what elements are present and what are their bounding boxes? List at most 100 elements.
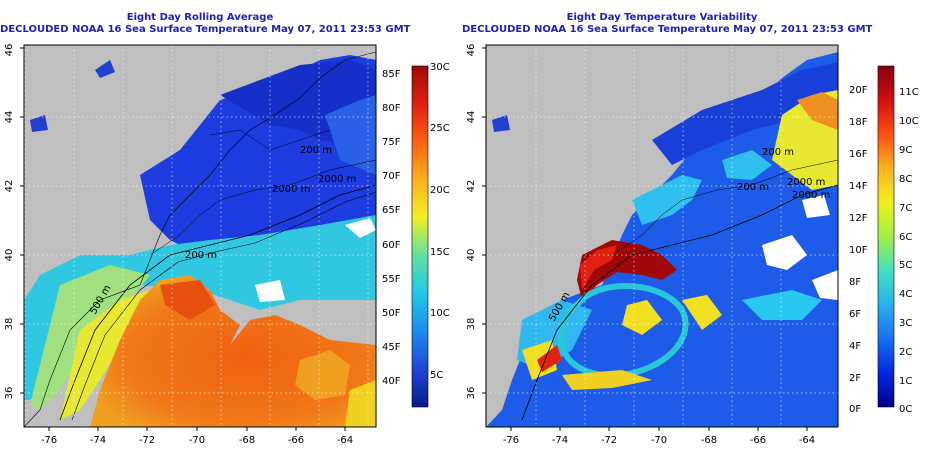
colorbar-c-label: 8C	[899, 174, 912, 185]
y-tick-label: 36	[4, 387, 15, 400]
left-colorbar-celsius: 30C 25C 20C 15C 10C 5C	[430, 62, 450, 381]
colorbar-f-label: 18F	[849, 117, 868, 128]
contour-label: 200 m	[762, 147, 794, 158]
no-data-patch	[812, 270, 838, 300]
colorbar-f-label: 85F	[382, 69, 401, 80]
left-y-axis: 36 38 40 42 44 46	[4, 44, 24, 400]
colorbar-f-label: 70F	[382, 171, 401, 182]
x-tick-label: -74	[90, 435, 106, 446]
depth-contour	[521, 184, 838, 421]
x-tick-label: -68	[701, 435, 717, 446]
yellow-streak	[562, 370, 652, 390]
contour-label: 200 m	[185, 250, 217, 261]
y-tick-label: 36	[466, 387, 477, 400]
colorbar-c-label: 5C	[430, 370, 443, 381]
left-sst-map: 2000 m 200 m 500 m 2000 m 200 m 36 38 40…	[4, 44, 429, 446]
x-tick-label: -66	[288, 435, 304, 446]
colorbar-f-label: 40F	[382, 376, 401, 387]
left-title-line1: Eight Day Rolling Average	[126, 12, 274, 23]
x-tick-label: -70	[189, 435, 205, 446]
lake-patch	[95, 60, 115, 78]
eddy-ring	[558, 283, 689, 379]
right-title: Eight Day Temperature Variability DECLOU…	[462, 12, 873, 36]
scotian-shelf-water	[325, 95, 376, 175]
colorbar-f-label: 60F	[382, 240, 401, 251]
colorbar-f-label: 14F	[849, 181, 868, 192]
colorbar-c-label: 6C	[899, 232, 912, 243]
contour-label: 2000 m	[787, 177, 825, 188]
colorbar-f-label: 6F	[849, 309, 861, 320]
x-tick-label: -72	[601, 435, 617, 446]
left-map-body: 2000 m 200 m 500 m 2000 m 200 m	[24, 45, 376, 427]
x-tick-label: -64	[799, 435, 815, 446]
right-colorbar-c-labels: 11C 10C 9C 8C 7C 6C 5C 4C 3C 2C 1C 0C	[899, 87, 919, 415]
colorbar-c-label: 25C	[430, 123, 450, 134]
right-colorbar	[877, 65, 895, 408]
yellow-patch	[682, 295, 722, 330]
colorbar-f-label: 55F	[382, 274, 401, 285]
y-tick-label: 38	[466, 318, 477, 331]
right-map-body: 2000 m 200 m 200 m 500 m 2000 m	[486, 45, 838, 427]
x-tick-label: -64	[337, 435, 353, 446]
y-tick-label: 38	[4, 318, 15, 331]
y-tick-label: 40	[466, 249, 477, 262]
x-tick-label: -76	[503, 435, 519, 446]
depth-contour	[71, 191, 376, 421]
colorbar-c-label: 7C	[899, 203, 912, 214]
colorbar-c-label: 9C	[899, 145, 912, 156]
colorbar-f-label: 10F	[849, 245, 868, 256]
colorbar-f-label: 0F	[849, 404, 861, 415]
right-variability-map: 2000 m 200 m 200 m 500 m 2000 m 36 38 40…	[466, 44, 919, 446]
x-tick-label: -68	[239, 435, 255, 446]
colorbar-f-label: 12F	[849, 213, 868, 224]
x-tick-label: -74	[552, 435, 568, 446]
right-title-line2: DECLOUDED NOAA 16 Sea Surface Temperatur…	[462, 24, 873, 35]
right-colorbar-f-labels: 20F 18F 16F 14F 12F 10F 8F 6F 4F 2F 0F	[849, 85, 868, 415]
cyan-streak	[632, 175, 702, 225]
contour-label: 2000 m	[318, 174, 356, 185]
right-x-axis: -76 -74 -72 -70 -68 -66 -64	[503, 427, 815, 446]
colorbar-f-label: 80F	[382, 103, 401, 114]
contour-label: 200 m	[737, 182, 769, 193]
colorbar-c-label: 0C	[899, 404, 912, 415]
no-data-patch	[802, 195, 830, 218]
coastline	[24, 51, 376, 427]
left-colorbar-labels: 85F 80F 75F 70F 65F 60F 55F 50F 45F 40F	[382, 69, 401, 387]
right-map-frame	[485, 44, 839, 428]
colorbar-f-label: 16F	[849, 149, 868, 160]
colorbar-c-label: 10C	[899, 116, 919, 127]
colorbar-c-label: 11C	[899, 87, 919, 98]
shelf-water	[652, 62, 838, 165]
no-data-patch	[255, 280, 285, 302]
y-tick-label: 44	[4, 111, 15, 124]
left-map-frame	[23, 44, 377, 428]
colorbar-c-label: 4C	[899, 289, 912, 300]
cyan-patch	[742, 290, 822, 320]
contour-label: 200 m	[300, 145, 332, 156]
right-graticule	[486, 45, 838, 427]
left-graticule	[24, 45, 376, 427]
colorbar-c-label: 3C	[899, 318, 912, 329]
contour-label: 2000 m	[272, 184, 310, 195]
colorbar-gradient	[877, 65, 895, 408]
colorbar-gradient	[411, 65, 429, 408]
colorbar-f-label: 2F	[849, 373, 861, 384]
colorbar-c-label: 30C	[430, 62, 450, 73]
y-tick-label: 42	[4, 180, 15, 193]
x-tick-label: -70	[651, 435, 667, 446]
no-data-patch	[345, 218, 376, 238]
yellow-patch	[622, 300, 662, 335]
y-tick-label: 40	[4, 249, 15, 262]
y-tick-label: 42	[466, 180, 477, 193]
colorbar-c-label: 20C	[430, 185, 450, 196]
ring-edge	[580, 245, 617, 290]
depth-contour	[611, 159, 838, 256]
lake-patch	[30, 115, 48, 132]
left-colorbar	[411, 65, 429, 408]
colorbar-c-label: 1C	[899, 376, 912, 387]
colorbar-c-label: 10C	[430, 308, 450, 319]
no-data-patch	[762, 235, 807, 270]
left-title-line2: DECLOUDED NOAA 16 Sea Surface Temperatur…	[0, 24, 411, 35]
warm-eddy	[295, 350, 350, 400]
y-tick-label: 46	[466, 44, 477, 57]
